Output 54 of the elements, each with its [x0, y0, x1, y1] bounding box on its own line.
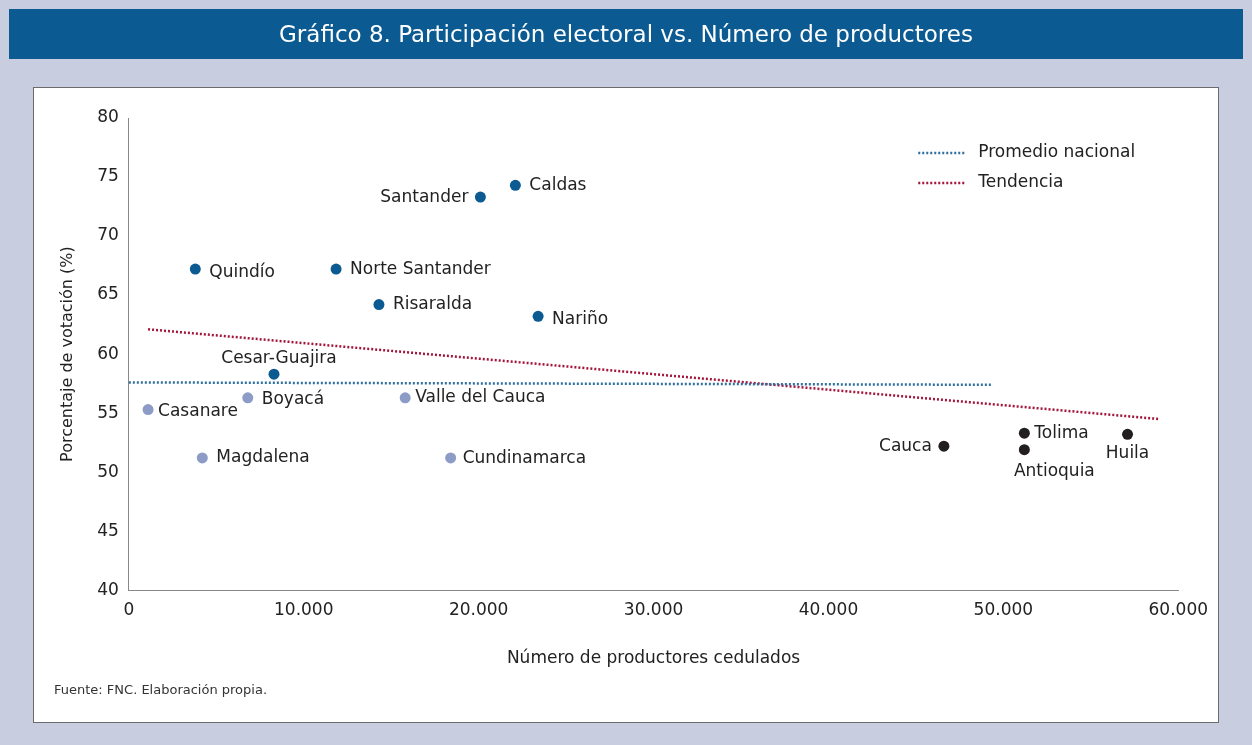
x-tick-label: 0	[123, 598, 135, 619]
annotation: Casanare	[158, 400, 238, 421]
x-tick-label: 30.000	[623, 598, 684, 619]
point	[268, 368, 280, 380]
annotation: Tolima	[1033, 421, 1089, 442]
point	[330, 263, 342, 275]
annotation: Nariño	[552, 307, 609, 328]
point	[474, 191, 486, 203]
point	[399, 392, 411, 404]
x-tick-label: 20.000	[448, 598, 509, 619]
y-tick-label: 65	[97, 283, 119, 304]
y-axis-title: Porcentaje de votación (%)	[56, 246, 76, 462]
annotation: Valle del Cauca	[415, 386, 546, 407]
annotation: Boyacá	[261, 388, 325, 409]
point	[532, 310, 544, 322]
annotation: Cesar-Guajira	[221, 346, 337, 367]
y-tick-label: 40	[97, 578, 119, 599]
y-tick-label: 80	[97, 106, 119, 127]
x-axis-title: Número de productores cedulados	[506, 647, 801, 668]
annotation: Magdalena	[216, 446, 310, 467]
annotation: Antioquia	[1013, 460, 1095, 481]
annotation: Caldas	[529, 173, 587, 194]
x-tick-label: 50.000	[973, 598, 1034, 619]
annotation: Cauca	[879, 434, 932, 455]
x-tick-label: 40.000	[798, 598, 859, 619]
y-tick-label: 75	[97, 165, 119, 186]
y-tick-label: 70	[97, 224, 119, 245]
annotation: Quindío	[209, 260, 275, 281]
y-tick-label: 60	[97, 342, 119, 363]
source-note: Fuente: FNC. Elaboración propia.	[54, 682, 268, 697]
annotation: Norte Santander	[350, 257, 491, 278]
legend-label: Promedio nacional	[978, 141, 1136, 162]
annotation: Cundinamarca	[462, 447, 587, 468]
annotation: Risaralda	[392, 292, 473, 313]
chart-title: Gráfico 8. Participación electoral vs. Número de productores	[9, 9, 1243, 59]
point	[1122, 428, 1134, 440]
point	[938, 440, 950, 452]
point	[142, 404, 154, 416]
y-tick-label: 55	[97, 401, 119, 422]
point	[242, 392, 254, 404]
x-tick-label: 60.000	[1148, 598, 1208, 619]
y-tick-label: 45	[97, 519, 119, 540]
point	[373, 299, 385, 311]
point	[1018, 427, 1030, 439]
point	[445, 452, 457, 464]
annotation: Huila	[1105, 441, 1150, 462]
point	[189, 263, 201, 275]
annotation: Santander	[380, 185, 469, 206]
x-tick-label: 10.000	[273, 598, 334, 619]
legend-label: Tendencia	[977, 171, 1064, 192]
point	[509, 179, 521, 191]
y-tick-label: 50	[97, 460, 119, 481]
point	[1018, 444, 1030, 456]
point	[196, 452, 208, 464]
